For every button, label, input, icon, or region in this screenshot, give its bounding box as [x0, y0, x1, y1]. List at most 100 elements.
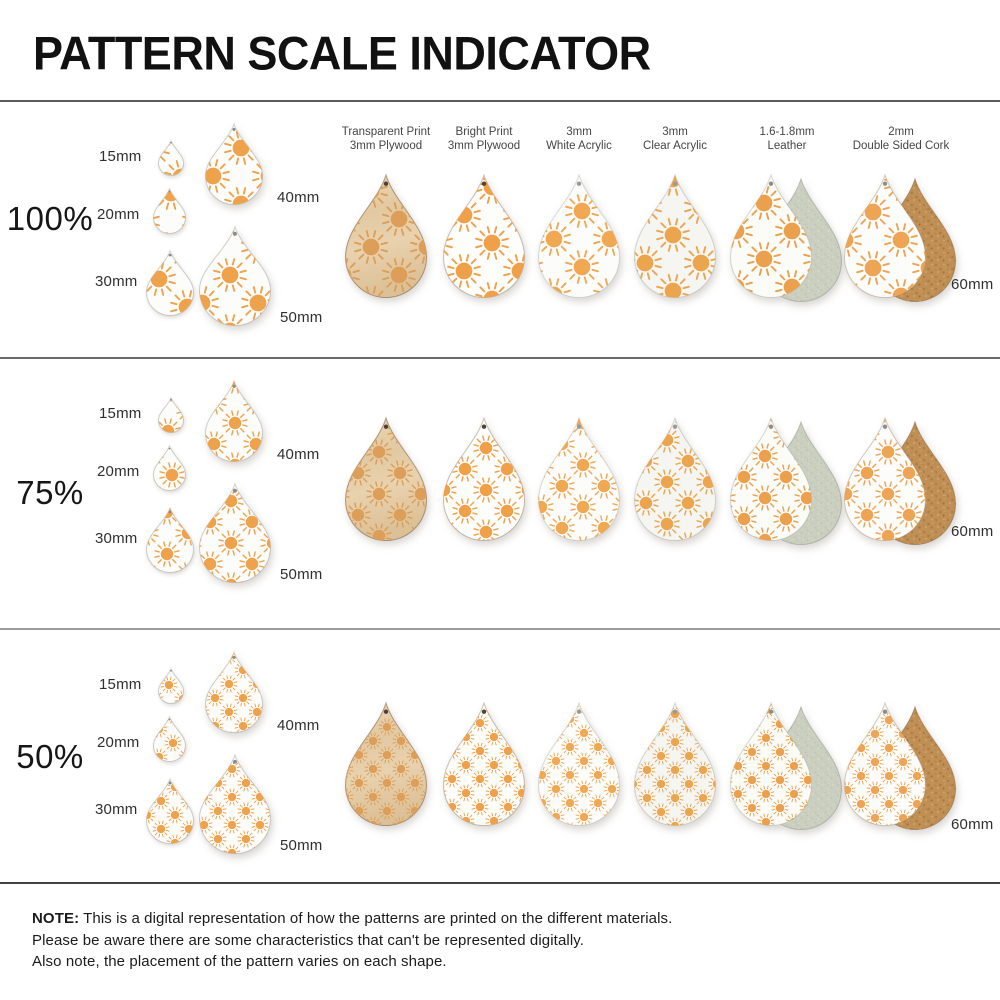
size-label-20mm: 20mm: [97, 463, 140, 480]
teardrop-60mm-leather: [729, 701, 843, 830]
size-label-60mm: 60mm: [951, 816, 994, 833]
hang-hole: [232, 655, 236, 659]
note-label: NOTE:: [32, 910, 80, 927]
size-label-60mm: 60mm: [951, 523, 994, 540]
material-header-clear-acrylic: 3mm Clear Acrylic: [600, 126, 750, 153]
hang-hole: [168, 190, 171, 193]
size-label-50mm: 50mm: [280, 566, 323, 583]
teardrop-30mm: [145, 249, 195, 316]
teardrop-60mm-white-acrylic: [537, 416, 621, 541]
front-layer-printed: [729, 701, 813, 826]
front-layer-printed: [843, 416, 927, 541]
teardrop-60mm-leather: [729, 416, 843, 545]
size-label-30mm: 30mm: [95, 801, 138, 818]
hang-hole: [768, 181, 774, 186]
teardrop-60mm-double-sided-cork: [843, 416, 957, 545]
divider: [0, 882, 1000, 884]
material-header-line2: White Acrylic: [546, 139, 612, 152]
hang-hole: [170, 669, 172, 672]
scale-label: 100%: [6, 200, 94, 237]
teardrop-15mm: [157, 139, 185, 176]
teardrop-15mm: [157, 667, 185, 704]
hang-hole: [170, 141, 172, 144]
note-line: NOTE: This is a digital representation o…: [32, 910, 673, 927]
size-label-20mm: 20mm: [97, 206, 140, 223]
teardrop-60mm-clear-acrylic: [633, 701, 717, 826]
divider: [0, 100, 1000, 102]
material-header-line1: 3mm: [566, 126, 592, 138]
size-label-20mm: 20mm: [97, 734, 140, 751]
front-layer-printed: [843, 173, 927, 298]
hang-hole: [232, 384, 236, 388]
hang-hole: [383, 424, 389, 429]
material-header-transparent-print-plywood: Transparent Print 3mm Plywood: [311, 126, 461, 153]
hang-hole: [882, 181, 888, 186]
teardrop-60mm-bright-print-plywood: [442, 173, 526, 298]
hang-hole: [168, 447, 171, 450]
teardrop-60mm-bright-print-plywood: [442, 416, 526, 541]
hang-hole: [672, 709, 678, 714]
teardrop-60mm-leather: [729, 173, 843, 302]
size-label-50mm: 50mm: [280, 837, 323, 854]
teardrop-60mm-transparent-print-plywood: [344, 173, 428, 298]
front-layer-printed: [843, 701, 927, 826]
size-label-40mm: 40mm: [277, 717, 320, 734]
hang-hole: [233, 231, 237, 236]
teardrop-60mm-double-sided-cork: [843, 173, 957, 302]
hang-hole: [233, 488, 237, 493]
size-label-15mm: 15mm: [99, 405, 142, 422]
page-title: PATTERN SCALE INDICATOR: [33, 26, 651, 81]
divider: [0, 357, 1000, 359]
hang-hole: [576, 181, 582, 186]
note: NOTE: This is a digital representation o…: [32, 908, 972, 973]
scale-label: 50%: [16, 738, 84, 775]
hang-hole: [768, 709, 774, 714]
teardrop-20mm: [152, 715, 187, 762]
size-label-30mm: 30mm: [95, 530, 138, 547]
hang-hole: [481, 181, 487, 186]
scale-label: 75%: [16, 474, 84, 511]
front-layer-printed: [729, 416, 813, 541]
teardrop-50mm: [198, 753, 272, 854]
hang-hole: [168, 253, 172, 257]
scale-row-100pct: 100% 15mm 20mm 30mm 40mm 50mm Transparent Prin…: [0, 100, 1000, 357]
hang-hole: [168, 510, 172, 514]
hang-hole: [233, 759, 237, 764]
teardrop-30mm: [145, 506, 195, 573]
size-label-15mm: 15mm: [99, 148, 142, 165]
material-header-line1: 1.6-1.8mm: [759, 126, 815, 138]
hang-hole: [576, 709, 582, 714]
hang-hole: [576, 424, 582, 429]
teardrop-40mm: [204, 122, 264, 205]
material-header-line2: 3mm Plywood: [447, 139, 521, 152]
hang-hole: [168, 781, 172, 785]
teardrop-60mm-clear-acrylic: [633, 416, 717, 541]
material-header-line2: Leather: [767, 139, 807, 152]
teardrop-60mm-double-sided-cork: [843, 701, 957, 830]
note-line: Also note, the placement of the pattern …: [32, 953, 447, 970]
hang-hole: [481, 424, 487, 429]
hang-hole: [768, 424, 774, 429]
note-line: Please be aware there are some character…: [32, 931, 585, 949]
size-label-30mm: 30mm: [95, 273, 138, 290]
teardrop-60mm-transparent-print-plywood: [344, 416, 428, 541]
material-header-line1: Bright Print: [455, 126, 513, 138]
teardrop-20mm: [152, 444, 187, 491]
hang-hole: [481, 709, 487, 714]
size-label-60mm: 60mm: [951, 276, 994, 293]
teardrop-30mm: [145, 777, 195, 844]
material-header-line1: Transparent Print: [341, 126, 431, 138]
teardrop-50mm: [198, 225, 272, 326]
hang-hole: [232, 127, 236, 131]
teardrop-60mm-white-acrylic: [537, 701, 621, 826]
material-header-line1: 2mm: [888, 126, 914, 138]
hang-hole: [168, 718, 171, 721]
teardrop-15mm: [157, 396, 185, 433]
material-header-bright-print-plywood: Bright Print 3mm Plywood: [409, 126, 559, 153]
material-header-line2: Double Sided Cork: [852, 139, 950, 152]
scale-row-75pct: 75% 15mm 20mm 30mm 40mm 50mm 60mm: [0, 357, 1000, 628]
hang-hole: [882, 709, 888, 714]
teardrop-20mm: [152, 187, 187, 234]
teardrop-60mm-transparent-print-plywood: [344, 701, 428, 826]
